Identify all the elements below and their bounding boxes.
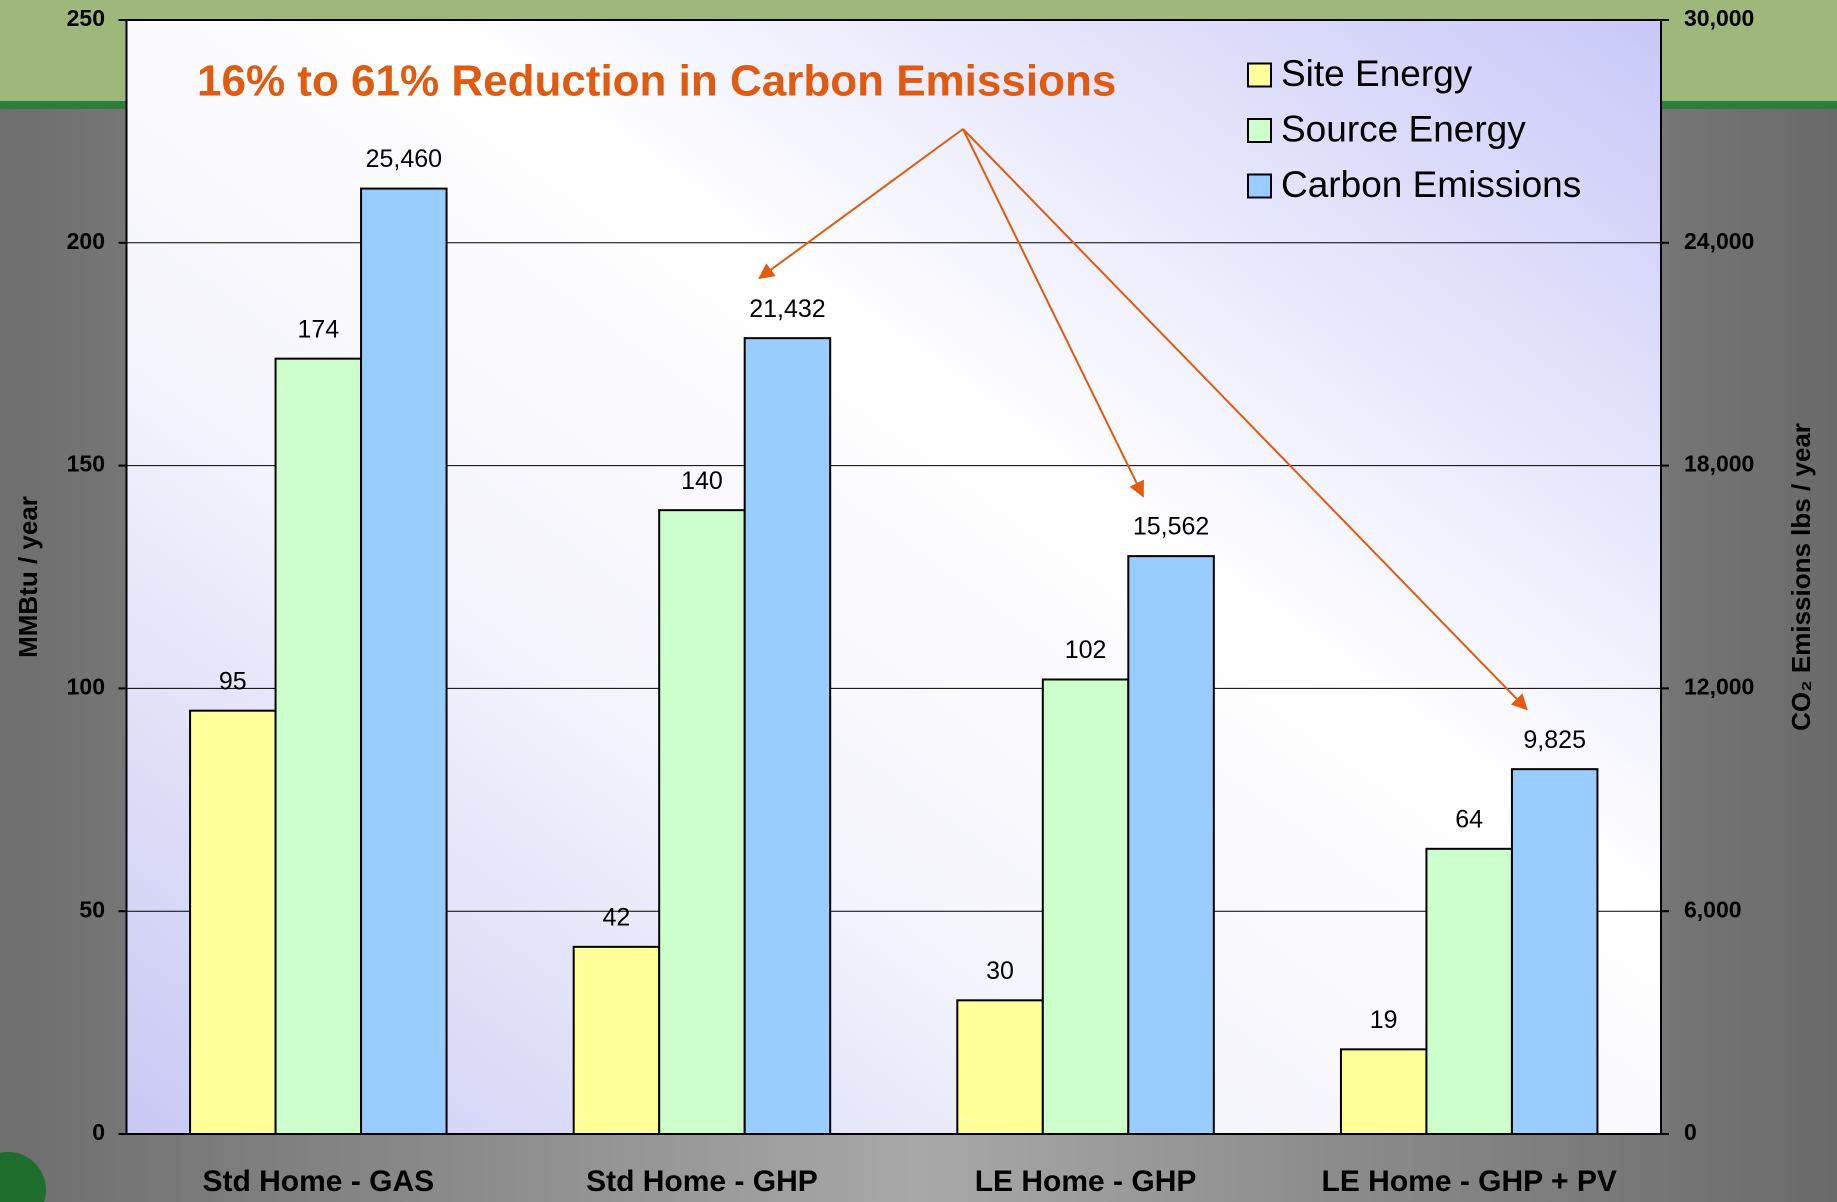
bar	[361, 189, 447, 1134]
y2-axis-title: CO₂ Emissions lbs / year	[1786, 423, 1816, 731]
value-label: 95	[219, 667, 247, 695]
chart-title: 16% to 61% Reduction in Carbon Emissions	[197, 57, 1116, 106]
y2-tick-label: 18,000	[1684, 451, 1754, 477]
value-label: 64	[1455, 805, 1483, 833]
bar	[1043, 679, 1129, 1134]
x-tick-label: LE Home - GHP	[975, 1165, 1197, 1198]
value-label: 30	[986, 957, 1014, 985]
legend-swatch	[1248, 175, 1271, 198]
value-label: 42	[603, 903, 631, 931]
value-label: 102	[1065, 636, 1107, 664]
bar	[659, 510, 745, 1134]
value-label: 15,562	[1133, 513, 1209, 541]
page: {"chart_data": {"type": "bar", "title": …	[0, 0, 1837, 1202]
value-label: 174	[297, 315, 339, 343]
y-axis-title: MMBtu / year	[13, 496, 43, 658]
y2-tick-label: 0	[1684, 1119, 1697, 1145]
value-label: 21,432	[749, 295, 825, 323]
bar	[1128, 556, 1214, 1134]
x-tick-label: Std Home - GAS	[202, 1165, 434, 1198]
y2-tick-label: 6,000	[1684, 896, 1742, 922]
bar	[1512, 769, 1598, 1134]
bar	[1426, 849, 1512, 1134]
y-tick-label: 50	[79, 896, 105, 922]
legend-swatch	[1248, 64, 1271, 87]
bar	[574, 947, 660, 1134]
value-label: 19	[1370, 1006, 1398, 1034]
value-label: 9,825	[1523, 726, 1586, 754]
bar	[745, 338, 831, 1134]
chart: 16% to 61% Reduction in Carbon Emissions…	[0, 0, 1837, 1202]
bar	[1341, 1049, 1427, 1134]
y2-tick-label: 24,000	[1684, 228, 1754, 254]
bar	[276, 359, 362, 1134]
y-tick-label: 100	[67, 673, 105, 699]
value-label: 25,460	[366, 145, 442, 173]
y-tick-label: 0	[92, 1119, 105, 1145]
y2-tick-label: 30,000	[1684, 5, 1754, 31]
y-tick-label: 200	[67, 228, 105, 254]
legend-swatch	[1248, 119, 1271, 142]
x-tick-label: Std Home - GHP	[586, 1165, 818, 1198]
y2-tick-label: 12,000	[1684, 673, 1754, 699]
bar	[957, 1000, 1043, 1134]
y-tick-label: 250	[67, 5, 105, 31]
legend-label: Source Energy	[1281, 108, 1526, 149]
y-tick-label: 150	[67, 451, 105, 477]
value-label: 140	[681, 467, 723, 495]
x-tick-label: LE Home - GHP + PV	[1322, 1165, 1617, 1198]
legend-label: Carbon Emissions	[1281, 164, 1581, 205]
bar	[190, 711, 276, 1134]
legend-label: Site Energy	[1281, 53, 1473, 94]
